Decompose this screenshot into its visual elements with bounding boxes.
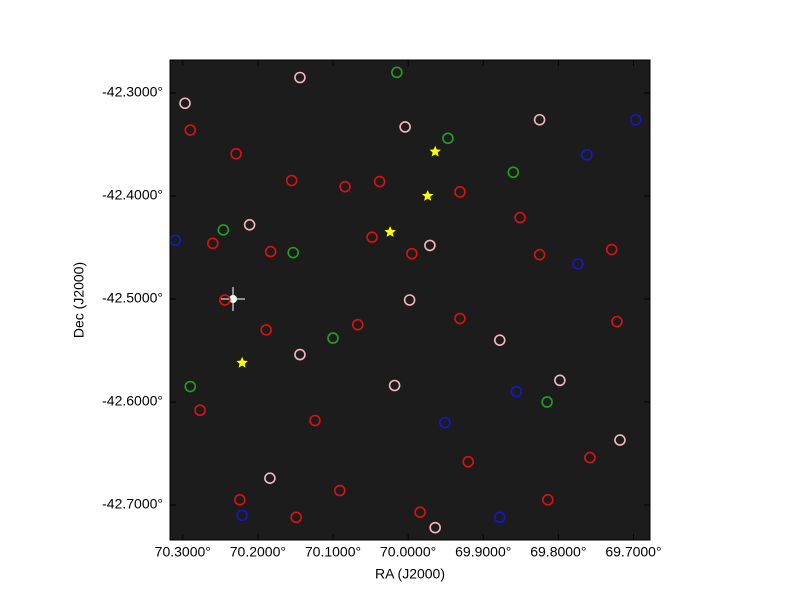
source-marker bbox=[584, 451, 596, 464]
source-marker bbox=[290, 511, 302, 524]
x-tick-label: 69.7000° bbox=[605, 544, 661, 560]
source-marker bbox=[533, 248, 546, 261]
source-marker bbox=[399, 121, 411, 133]
source-marker bbox=[629, 113, 642, 126]
source-marker bbox=[542, 494, 554, 506]
source-marker bbox=[611, 315, 623, 328]
source-marker bbox=[454, 312, 466, 325]
source-marker bbox=[507, 166, 520, 179]
source-marker bbox=[294, 348, 306, 361]
source-marker bbox=[236, 509, 248, 522]
source-marker bbox=[234, 494, 246, 506]
source-marker bbox=[207, 237, 219, 250]
y-tick-label: -42.3000° bbox=[102, 84, 163, 100]
source-marker bbox=[285, 174, 298, 187]
y-tick-label: -42.5000° bbox=[102, 290, 163, 306]
source-marker bbox=[391, 66, 403, 79]
source-marker bbox=[614, 434, 626, 446]
source-marker bbox=[294, 71, 306, 84]
source-marker bbox=[373, 175, 386, 188]
source-marker bbox=[406, 247, 418, 260]
source-marker bbox=[351, 318, 364, 331]
source-marker bbox=[327, 332, 339, 344]
source-marker bbox=[194, 404, 206, 417]
y-tick-label: -42.4000° bbox=[102, 187, 163, 203]
plot-frame bbox=[169, 59, 651, 541]
source-marker bbox=[541, 396, 553, 408]
source-marker bbox=[184, 124, 197, 136]
sky-image bbox=[170, 60, 650, 540]
source-marker bbox=[424, 239, 436, 252]
x-tick-label: 69.8000° bbox=[530, 544, 586, 560]
source-marker bbox=[264, 472, 276, 484]
y-axis-label: Dec (J2000) bbox=[71, 262, 87, 338]
source-marker bbox=[333, 484, 346, 497]
source-marker bbox=[388, 379, 401, 392]
source-marker bbox=[510, 385, 523, 398]
star-marker bbox=[429, 145, 441, 157]
source-marker bbox=[264, 245, 277, 258]
source-marker bbox=[581, 148, 593, 161]
star-marker bbox=[421, 190, 434, 201]
source-marker bbox=[287, 246, 299, 259]
source-marker bbox=[454, 186, 466, 198]
source-marker bbox=[439, 416, 451, 429]
source-marker bbox=[260, 324, 272, 336]
source-marker bbox=[572, 258, 584, 270]
source-marker bbox=[403, 294, 416, 306]
source-marker bbox=[554, 374, 566, 387]
source-marker bbox=[414, 506, 426, 518]
source-marker bbox=[309, 414, 321, 427]
y-tick-label: -42.6000° bbox=[102, 393, 163, 409]
source-marker bbox=[442, 132, 454, 145]
source-marker bbox=[339, 180, 351, 193]
x-tick-label: 70.2000° bbox=[230, 544, 286, 560]
x-tick-label: 70.3000° bbox=[155, 544, 211, 560]
source-marker bbox=[366, 231, 378, 243]
source-marker bbox=[493, 511, 506, 524]
source-marker bbox=[217, 224, 230, 236]
x-axis-label: RA (J2000) bbox=[375, 566, 445, 582]
source-marker bbox=[179, 97, 191, 110]
source-marker bbox=[184, 380, 197, 393]
star-marker bbox=[236, 356, 248, 368]
x-tick-label: 70.1000° bbox=[305, 544, 361, 560]
source-marker bbox=[243, 219, 256, 231]
source-marker bbox=[462, 455, 475, 468]
y-tick-label: -42.7000° bbox=[102, 496, 163, 512]
bright-star bbox=[221, 287, 245, 311]
x-tick-label: 69.9000° bbox=[455, 544, 511, 560]
source-marker bbox=[230, 147, 242, 160]
source-marker bbox=[605, 243, 618, 256]
source-marker bbox=[219, 294, 231, 306]
x-tick-label: 70.0000° bbox=[380, 544, 436, 560]
source-marker bbox=[429, 521, 441, 534]
source-marker bbox=[514, 211, 526, 224]
source-marker bbox=[493, 334, 506, 346]
source-marker bbox=[533, 113, 546, 126]
star-marker bbox=[384, 226, 396, 237]
